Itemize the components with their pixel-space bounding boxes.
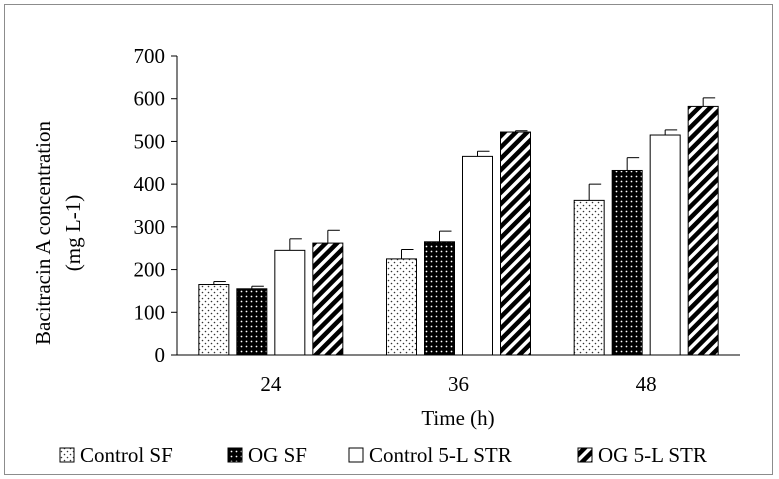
bar: [462, 155, 493, 356]
legend-swatch: [227, 447, 243, 463]
y-axis-label: Bacitracin A concentration (mg L-1): [31, 121, 85, 345]
bar: [198, 284, 230, 356]
bar: [649, 134, 681, 356]
legend-swatch: [348, 447, 364, 463]
bar: [573, 199, 605, 356]
legend-label: OG SF: [248, 443, 307, 467]
legend-label: OG 5-L STR: [598, 443, 707, 467]
y-axis-label-line2: (mg L-1): [61, 195, 85, 271]
y-tick-label: 300: [134, 215, 166, 239]
legend-swatch: [577, 447, 593, 463]
bar: [312, 242, 344, 356]
bar: [386, 258, 417, 356]
x-tick-label: 24: [260, 372, 282, 396]
y-tick-label: 600: [134, 87, 166, 111]
x-tick-label: 48: [636, 372, 657, 396]
y-tick-label: 400: [134, 172, 166, 196]
y-axis-label-line1: Bacitracin A concentration: [31, 121, 55, 345]
legend: Control SF OG SF Control 5-L STR OG 5-L STR: [59, 443, 707, 467]
y-axis-ticks: 0 100 200 300 400 500 600 700: [134, 44, 177, 367]
bar: [274, 249, 306, 356]
x-axis-ticks: 24 36 48: [260, 372, 656, 396]
x-axis-label: Time (h): [421, 406, 494, 430]
bar: [236, 288, 268, 356]
y-tick-label: 200: [134, 258, 166, 282]
bar: [611, 169, 643, 356]
x-tick-label: 36: [448, 372, 469, 396]
bar: [500, 131, 531, 356]
y-tick-label: 700: [134, 44, 166, 68]
chart-frame: [4, 4, 773, 475]
bar: [424, 241, 455, 356]
y-tick-label: 0: [155, 343, 166, 367]
y-tick-label: 500: [134, 129, 166, 153]
bar-series-group: [198, 97, 719, 356]
bar: [687, 105, 719, 356]
y-tick-label: 100: [134, 300, 166, 324]
legend-label: Control 5-L STR: [369, 443, 512, 467]
legend-label: Control SF: [80, 443, 173, 467]
legend-swatch: [59, 447, 75, 463]
